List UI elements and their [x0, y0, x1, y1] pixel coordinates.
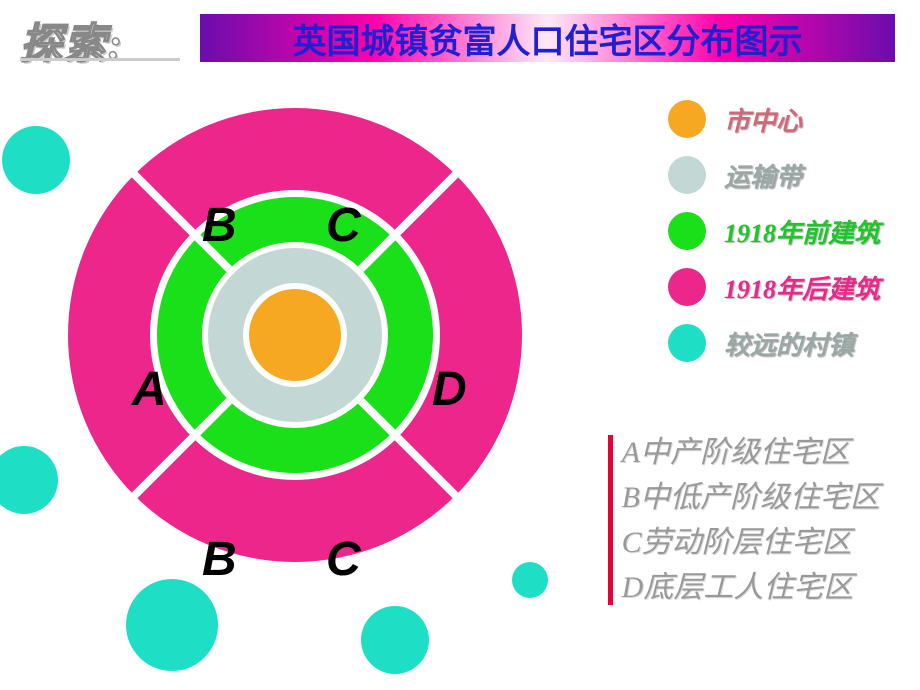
- village-dot: [126, 579, 218, 671]
- footnote-item: D底层工人住宅区: [622, 565, 880, 610]
- sector-label-C: C: [326, 532, 361, 587]
- legend-label: 较远的村镇: [724, 325, 854, 362]
- sector-label-B: B: [202, 532, 237, 587]
- header-underline: [20, 58, 180, 61]
- title-bar: 英国城镇贫富人口住宅区分布图示: [200, 14, 895, 62]
- footnote-bar: [608, 435, 613, 605]
- village-dot: [361, 606, 429, 674]
- footnote-item: C劳动阶层住宅区: [622, 520, 880, 565]
- legend-row: 运输带: [668, 156, 880, 194]
- legend-label: 运输带: [724, 157, 802, 194]
- legend-row: 市中心: [668, 100, 880, 138]
- sector-label-D: D: [432, 362, 467, 417]
- footnote-item: A中产阶级住宅区: [622, 430, 880, 475]
- footnotes: A中产阶级住宅区B中低产阶级住宅区C劳动阶层住宅区D底层工人住宅区: [608, 430, 880, 610]
- ring-center: [249, 289, 341, 381]
- header-label: 探索:: [20, 10, 124, 71]
- legend-row: 1918年后建筑: [668, 268, 880, 306]
- legend-dot: [668, 156, 706, 194]
- footnote-item: B中低产阶级住宅区: [622, 475, 880, 520]
- legend-row: 1918年前建筑: [668, 212, 880, 250]
- legend-dot: [668, 268, 706, 306]
- legend-label: 1918年后建筑: [724, 269, 880, 306]
- sector-label-C: C: [326, 198, 361, 253]
- title-text: 英国城镇贫富人口住宅区分布图示: [293, 14, 803, 63]
- legend-label: 1918年前建筑: [724, 213, 880, 250]
- concentric-diagram: ABCDBC: [60, 100, 530, 570]
- header: 探索:: [20, 10, 124, 71]
- sector-label-B: B: [202, 198, 237, 253]
- village-dot: [0, 446, 58, 514]
- legend-row: 较远的村镇: [668, 324, 880, 362]
- legend-label: 市中心: [724, 101, 802, 138]
- legend-dot: [668, 100, 706, 138]
- village-dot: [512, 562, 548, 598]
- legend: 市中心运输带 1918年前建筑 1918年后建筑较远的村镇: [668, 100, 880, 362]
- legend-dot: [668, 212, 706, 250]
- sector-label-A: A: [132, 362, 167, 417]
- legend-dot: [668, 324, 706, 362]
- village-dot: [2, 126, 70, 194]
